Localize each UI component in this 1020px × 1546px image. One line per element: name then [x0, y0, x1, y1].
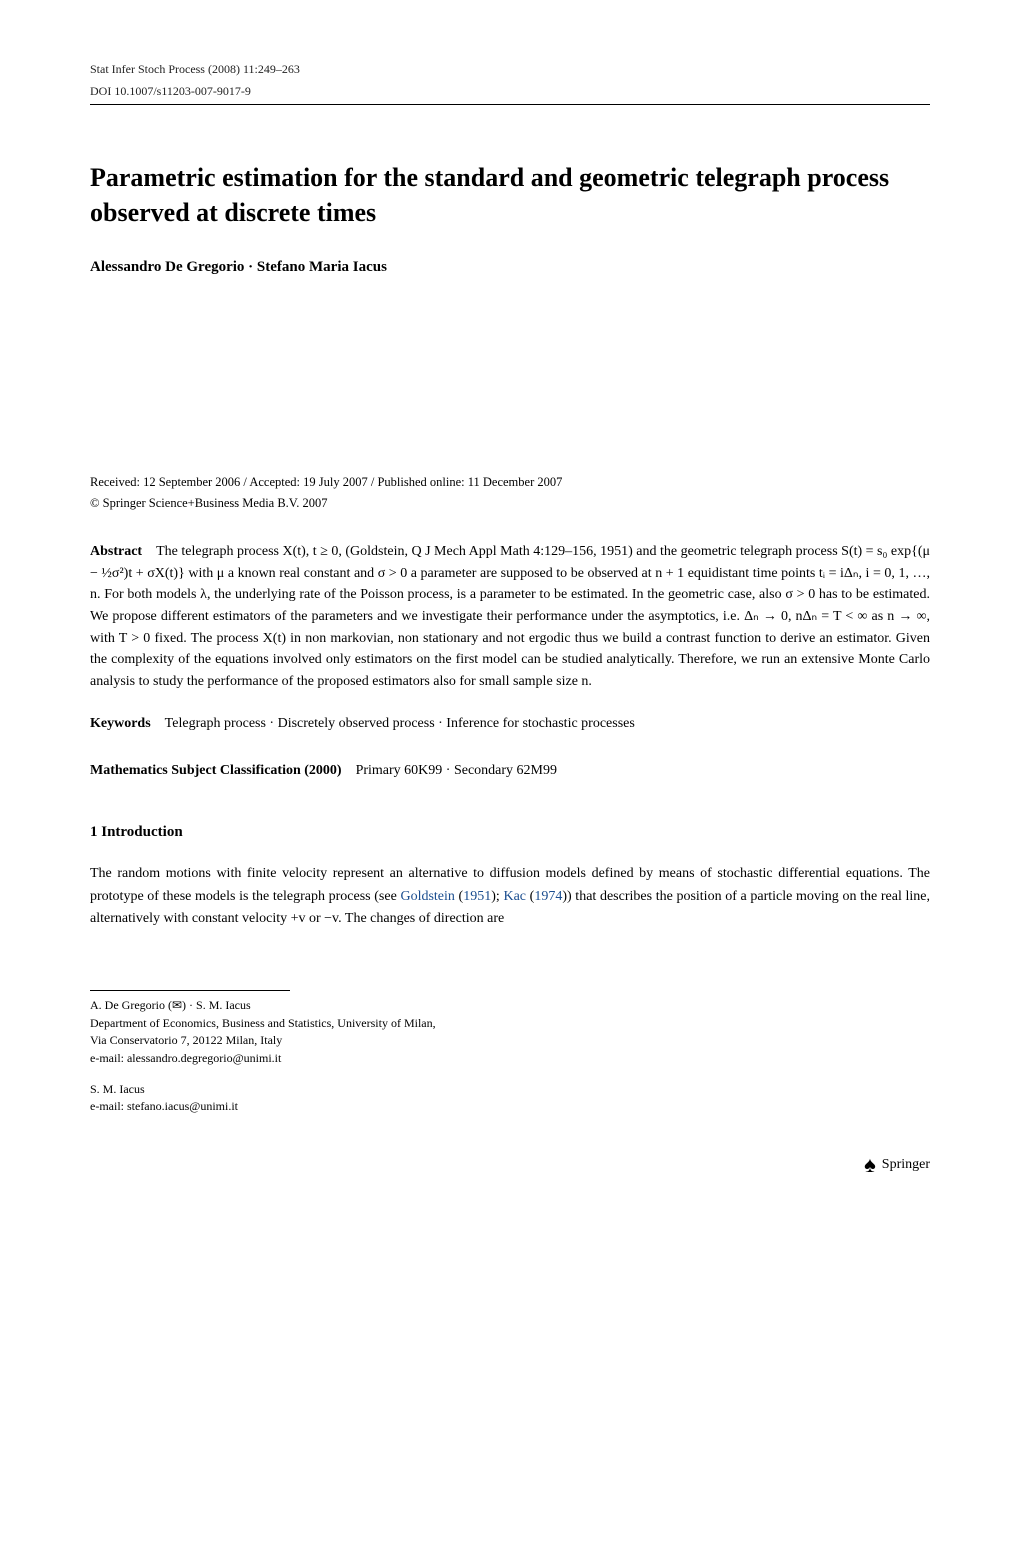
affiliation-block-1: A. De Gregorio (✉) · S. M. Iacus Departm… — [90, 997, 930, 1067]
footnote-separator — [90, 990, 290, 991]
affiliation-author-2: S. M. Iacus — [90, 1081, 930, 1098]
affiliation-block-2: S. M. Iacus e-mail: stefano.iacus@unimi.… — [90, 1081, 930, 1116]
keywords-text: Telegraph process · Discretely observed … — [165, 716, 635, 731]
msc-text: Primary 60K99 · Secondary 62M99 — [356, 763, 557, 778]
citation-goldstein-year[interactable]: 1951 — [463, 889, 491, 904]
affiliation-email-1: e-mail: alessandro.degregorio@unimi.it — [90, 1050, 930, 1067]
springer-icon: ♠ — [864, 1148, 876, 1181]
citation-kac[interactable]: Kac — [503, 889, 526, 904]
abstract-text: The telegraph process X(t), t ≥ 0, (Gold… — [90, 544, 930, 689]
math-subject-classification: Mathematics Subject Classification (2000… — [90, 760, 930, 781]
footer: ♠ Springer — [90, 1148, 930, 1181]
section-1-title: 1 Introduction — [90, 821, 930, 844]
paren-after-1: ); — [491, 889, 503, 904]
header-separator — [90, 104, 930, 105]
msc-label: Mathematics Subject Classification (2000… — [90, 763, 342, 778]
publisher-name: Springer — [882, 1154, 930, 1175]
received-dates: Received: 12 September 2006 / Accepted: … — [90, 474, 930, 492]
affiliation-authors: A. De Gregorio (✉) · S. M. Iacus — [90, 997, 930, 1014]
abstract-label: Abstract — [90, 544, 142, 559]
article-title: Parametric estimation for the standard a… — [90, 160, 930, 230]
paren-before-1: ( — [455, 889, 463, 904]
doi: DOI 10.1007/s11203-007-9017-9 — [90, 82, 251, 100]
authors: Alessandro De Gregorio · Stefano Maria I… — [90, 256, 930, 279]
citation-goldstein[interactable]: Goldstein — [400, 889, 454, 904]
keywords: Keywords Telegraph process · Discretely … — [90, 713, 930, 734]
journal-citation: Stat Infer Stoch Process (2008) 11:249–2… — [90, 60, 300, 78]
copyright: © Springer Science+Business Media B.V. 2… — [90, 494, 930, 513]
affiliation-address: Via Conservatorio 7, 20122 Milan, Italy — [90, 1032, 930, 1049]
keywords-label: Keywords — [90, 716, 151, 731]
intro-paragraph: The random motions with finite velocity … — [90, 863, 930, 930]
citation-kac-year[interactable]: 1974 — [534, 889, 562, 904]
affiliation-email-2: e-mail: stefano.iacus@unimi.it — [90, 1098, 930, 1115]
affiliation-department: Department of Economics, Business and St… — [90, 1015, 930, 1032]
abstract: Abstract The telegraph process X(t), t ≥… — [90, 541, 930, 693]
